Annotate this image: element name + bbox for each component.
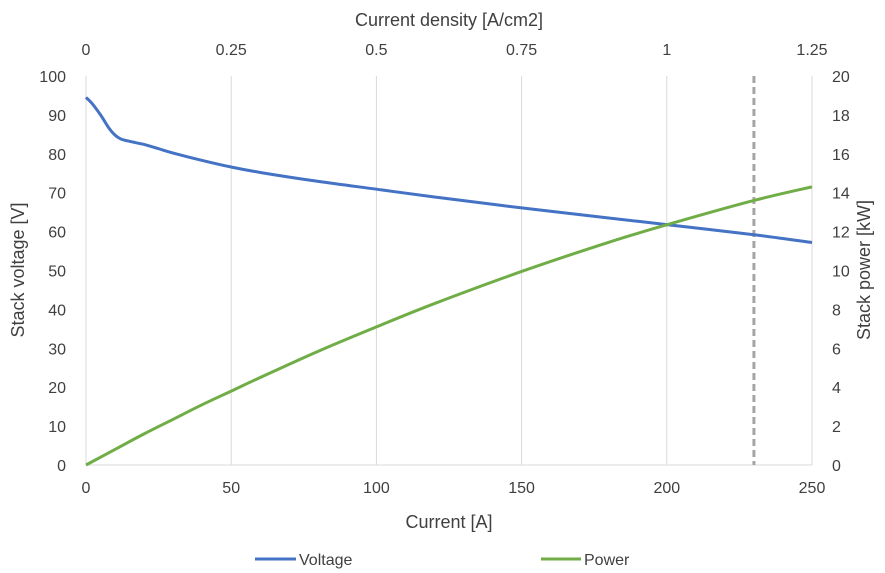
- legend: Voltage Power: [255, 552, 630, 569]
- y-right-tick-label: 12: [832, 225, 850, 242]
- y-right-tick-labels: 0 2 4 6 8 10 12 14 16 18 20: [832, 69, 850, 475]
- y-left-tick-label: 40: [48, 302, 66, 319]
- y-left-tick-label: 10: [48, 419, 66, 436]
- y-right-tick-label: 20: [832, 69, 850, 86]
- y-right-axis-title: Stack power [kW]: [854, 200, 874, 340]
- y-left-tick-label: 0: [57, 458, 66, 475]
- y-right-tick-label: 0: [832, 458, 841, 475]
- y-right-tick-label: 16: [832, 147, 850, 164]
- y-left-tick-label: 100: [39, 69, 66, 86]
- x-top-tick-label: 0.75: [506, 42, 537, 59]
- y-left-tick-label: 70: [48, 186, 66, 203]
- y-left-axis-title: Stack voltage [V]: [8, 202, 28, 337]
- y-right-tick-label: 2: [832, 419, 841, 436]
- x-bottom-tick-label: 150: [508, 480, 535, 497]
- series-lines: [84, 96, 813, 467]
- y-left-tick-label: 20: [48, 380, 66, 397]
- series-line-voltage: [84, 96, 813, 244]
- x-bottom-tick-label: 0: [82, 480, 91, 497]
- x-bottom-tick-label: 50: [222, 480, 240, 497]
- legend-label-power: Power: [584, 552, 630, 569]
- legend-item-power: Power: [541, 552, 630, 569]
- y-right-tick-label: 10: [832, 264, 850, 281]
- series-line-power: [85, 185, 813, 467]
- gridlines: [85, 76, 813, 465]
- legend-item-voltage: Voltage: [255, 552, 352, 569]
- x-top-axis-title: Current density [A/cm2]: [355, 10, 543, 30]
- y-left-tick-label: 30: [48, 341, 66, 358]
- x-top-tick-labels: 0 0.25 0.5 0.75 1 1.25: [82, 42, 828, 59]
- y-right-tick-label: 14: [832, 186, 850, 203]
- y-left-tick-label: 50: [48, 264, 66, 281]
- x-top-tick-label: 1: [662, 42, 671, 59]
- x-top-tick-label: 0.5: [365, 42, 387, 59]
- y-left-tick-label: 80: [48, 147, 66, 164]
- y-left-tick-label: 90: [48, 108, 66, 125]
- y-right-tick-label: 6: [832, 341, 841, 358]
- x-bottom-tick-label: 100: [363, 480, 390, 497]
- x-top-tick-label: 0: [82, 42, 91, 59]
- x-top-tick-label: 1.25: [796, 42, 827, 59]
- y-right-tick-label: 4: [832, 380, 841, 397]
- x-bottom-tick-label: 250: [799, 480, 826, 497]
- x-bottom-axis-title: Current [A]: [405, 512, 492, 532]
- legend-label-voltage: Voltage: [299, 552, 352, 569]
- y-right-tick-label: 8: [832, 302, 841, 319]
- x-bottom-tick-label: 200: [653, 480, 680, 497]
- y-left-tick-labels: 0 10 20 30 40 50 60 70 80 90 100: [39, 69, 66, 475]
- x-top-tick-label: 0.25: [216, 42, 247, 59]
- y-left-tick-label: 60: [48, 225, 66, 242]
- x-bottom-tick-labels: 0 50 100 150 200 250: [82, 480, 826, 497]
- y-right-tick-label: 18: [832, 108, 850, 125]
